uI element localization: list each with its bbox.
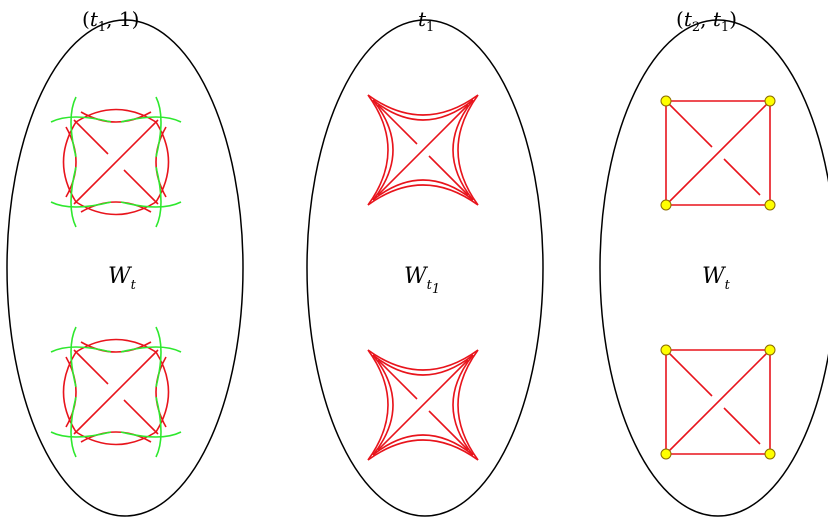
crossed-arc-motif-top xyxy=(50,96,182,228)
edge-anti-diagonal-segment xyxy=(665,100,713,148)
vertex-node xyxy=(660,95,672,107)
astroid-curve-bottom xyxy=(367,439,479,461)
green-arc xyxy=(155,396,162,458)
astroid-curve-top xyxy=(367,94,479,116)
green-arc xyxy=(155,166,162,228)
vertex-node xyxy=(764,199,776,211)
red-outer-arc-bottom xyxy=(80,201,152,213)
red-outer-arc-top xyxy=(80,111,152,123)
red-outer-arc-right xyxy=(155,126,167,198)
astroid-diagonal xyxy=(377,359,469,451)
green-arc xyxy=(155,326,162,388)
square-graph-top xyxy=(660,95,776,211)
red-outer-arc-left xyxy=(65,126,77,198)
edge-anti-diagonal-segment xyxy=(723,407,761,445)
green-arc xyxy=(70,96,77,158)
astroid-motif-bottom xyxy=(367,349,479,461)
red-outer-arc-right xyxy=(155,356,167,428)
astroid-curve-top xyxy=(372,99,474,121)
panel-3-title: (t2, t1) xyxy=(676,7,737,35)
edge-diagonal xyxy=(665,100,771,206)
green-arc xyxy=(120,201,182,208)
astroid-curve-right xyxy=(452,354,474,456)
vertex-node xyxy=(660,199,672,211)
vertex-node xyxy=(764,344,776,356)
vertex-node xyxy=(660,344,672,356)
green-arc xyxy=(120,431,182,438)
astroid-curve-right xyxy=(457,94,479,206)
astroid-diagonal xyxy=(377,104,469,196)
astroid-anti-diagonal-segment xyxy=(377,104,418,145)
green-arc xyxy=(50,201,112,208)
red-anti-diagonal-segment xyxy=(73,119,109,155)
edge-diagonal xyxy=(665,349,771,455)
astroid-curve-right xyxy=(452,99,474,201)
green-arc xyxy=(50,431,112,438)
region-ellipse-2 xyxy=(306,19,544,517)
green-arc xyxy=(70,396,77,458)
astroid-anti-diagonal-segment xyxy=(428,155,469,196)
green-arc xyxy=(50,346,112,353)
panel-1-region-label: Wt xyxy=(108,264,137,293)
red-diagonal-line xyxy=(73,119,159,205)
red-outer-arc-left xyxy=(65,356,77,428)
green-arc xyxy=(70,166,77,228)
astroid-curve-bottom xyxy=(367,184,479,206)
vertex-node xyxy=(764,448,776,460)
astroid-curve-left xyxy=(367,94,389,206)
astroid-anti-diagonal-segment xyxy=(428,410,469,451)
red-diagonal-line xyxy=(73,349,159,435)
astroid-curve-top xyxy=(372,354,474,376)
astroid-curve-left xyxy=(372,354,394,456)
astroid-motif-top xyxy=(367,94,479,206)
astroid-anti-diagonal-segment xyxy=(377,359,418,400)
astroid-curve-bottom xyxy=(372,434,474,456)
vertex-node xyxy=(764,95,776,107)
panel-3-region-label: Wt xyxy=(702,264,731,293)
panel-2-region-label: Wt1 xyxy=(404,264,440,297)
astroid-curve-left xyxy=(367,349,389,461)
astroid-curve-top xyxy=(367,349,479,371)
vertex-node xyxy=(660,448,672,460)
panel-1-title: (t1, 1) xyxy=(82,7,139,35)
astroid-curve-bottom xyxy=(372,179,474,201)
green-arc xyxy=(50,116,112,123)
astroid-curve-right xyxy=(457,349,479,461)
region-ellipse-3 xyxy=(599,19,828,517)
panel-3: (t2, t1) Wt xyxy=(599,7,828,517)
red-outer-arc-bottom xyxy=(80,431,152,443)
green-arc xyxy=(70,326,77,388)
red-anti-diagonal-segment xyxy=(123,169,159,205)
square-graph-bottom xyxy=(660,344,776,460)
green-arc xyxy=(155,96,162,158)
region-ellipse-1 xyxy=(6,19,244,517)
green-arc xyxy=(120,116,182,123)
red-anti-diagonal-segment xyxy=(123,399,159,435)
panel-1: (t1, 1) Wt xyxy=(6,7,244,517)
red-outer-arc-top xyxy=(80,341,152,353)
red-anti-diagonal-segment xyxy=(73,349,109,385)
edge-anti-diagonal-segment xyxy=(723,158,761,196)
panel-2-title: t1 xyxy=(418,7,434,35)
edge-anti-diagonal-segment xyxy=(665,349,713,397)
panel-2: t1 Wt1 xyxy=(306,7,544,517)
crossed-arc-motif-bottom xyxy=(50,326,182,458)
green-arc xyxy=(120,346,182,353)
astroid-curve-left xyxy=(372,99,394,201)
